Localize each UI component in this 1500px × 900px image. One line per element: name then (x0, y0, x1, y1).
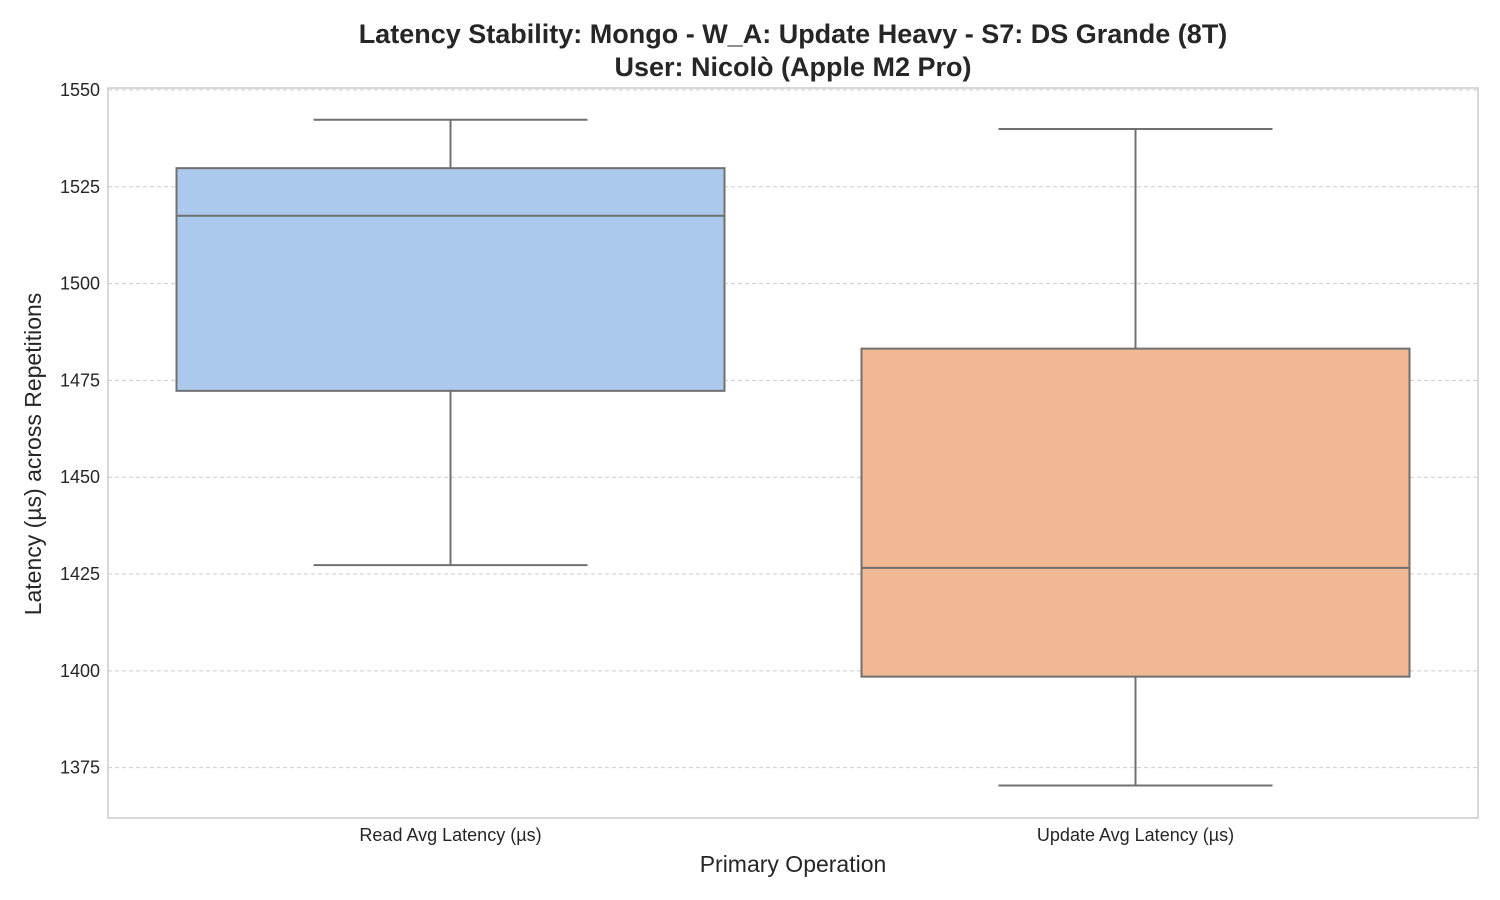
y-tick-label: 1550 (60, 80, 100, 100)
x-axis-label: Primary Operation (700, 851, 887, 877)
y-tick-label: 1375 (60, 758, 100, 778)
boxes (175, 118, 1411, 787)
y-tick-label: 1425 (60, 564, 100, 584)
x-tick-label: Read Avg Latency (µs) (359, 825, 541, 845)
interquartile-box (860, 347, 1411, 678)
y-tick-label: 1475 (60, 370, 100, 390)
y-tick-label: 1525 (60, 177, 100, 197)
plot-area-frame (107, 87, 1479, 819)
y-axis-label: Latency (µs) across Repetitions (20, 293, 46, 616)
box-update (860, 128, 1411, 787)
box-read (175, 118, 726, 567)
y-tick-label: 1400 (60, 661, 100, 681)
chart-title-line-1: Latency Stability: Mongo - W_A: Update H… (359, 19, 1228, 49)
y-axis-ticks: 1375 1400 1425 1450 1475 1500 1525 1550 (60, 80, 100, 778)
x-tick-label: Update Avg Latency (µs) (1037, 825, 1234, 845)
y-tick-label: 1450 (60, 467, 100, 487)
chart-title-line-2: User: Nicolò (Apple M2 Pro) (614, 52, 971, 82)
y-tick-label: 1500 (60, 274, 100, 294)
x-axis-ticks: Read Avg Latency (µs) Update Avg Latency … (359, 825, 1234, 845)
interquartile-box (175, 167, 726, 392)
